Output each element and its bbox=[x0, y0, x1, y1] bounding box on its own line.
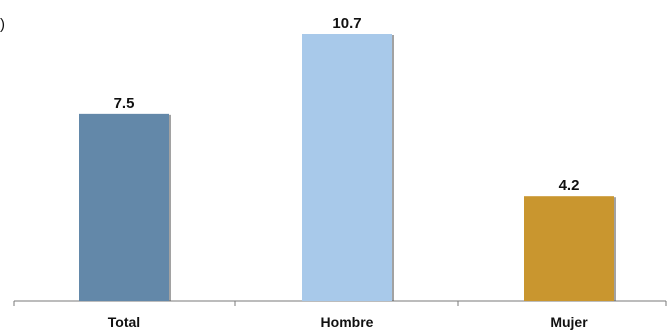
bar-mujer bbox=[524, 196, 614, 301]
category-label: Mujer bbox=[550, 314, 588, 330]
bar-hombre bbox=[302, 34, 392, 301]
cropped-text-fragment: ) bbox=[0, 16, 5, 33]
value-label: 10.7 bbox=[332, 15, 361, 32]
category-label: Hombre bbox=[321, 314, 374, 330]
value-label: 4.2 bbox=[559, 177, 580, 194]
category-label: Total bbox=[108, 314, 140, 330]
value-label: 7.5 bbox=[114, 95, 135, 112]
bar-total bbox=[79, 113, 169, 301]
